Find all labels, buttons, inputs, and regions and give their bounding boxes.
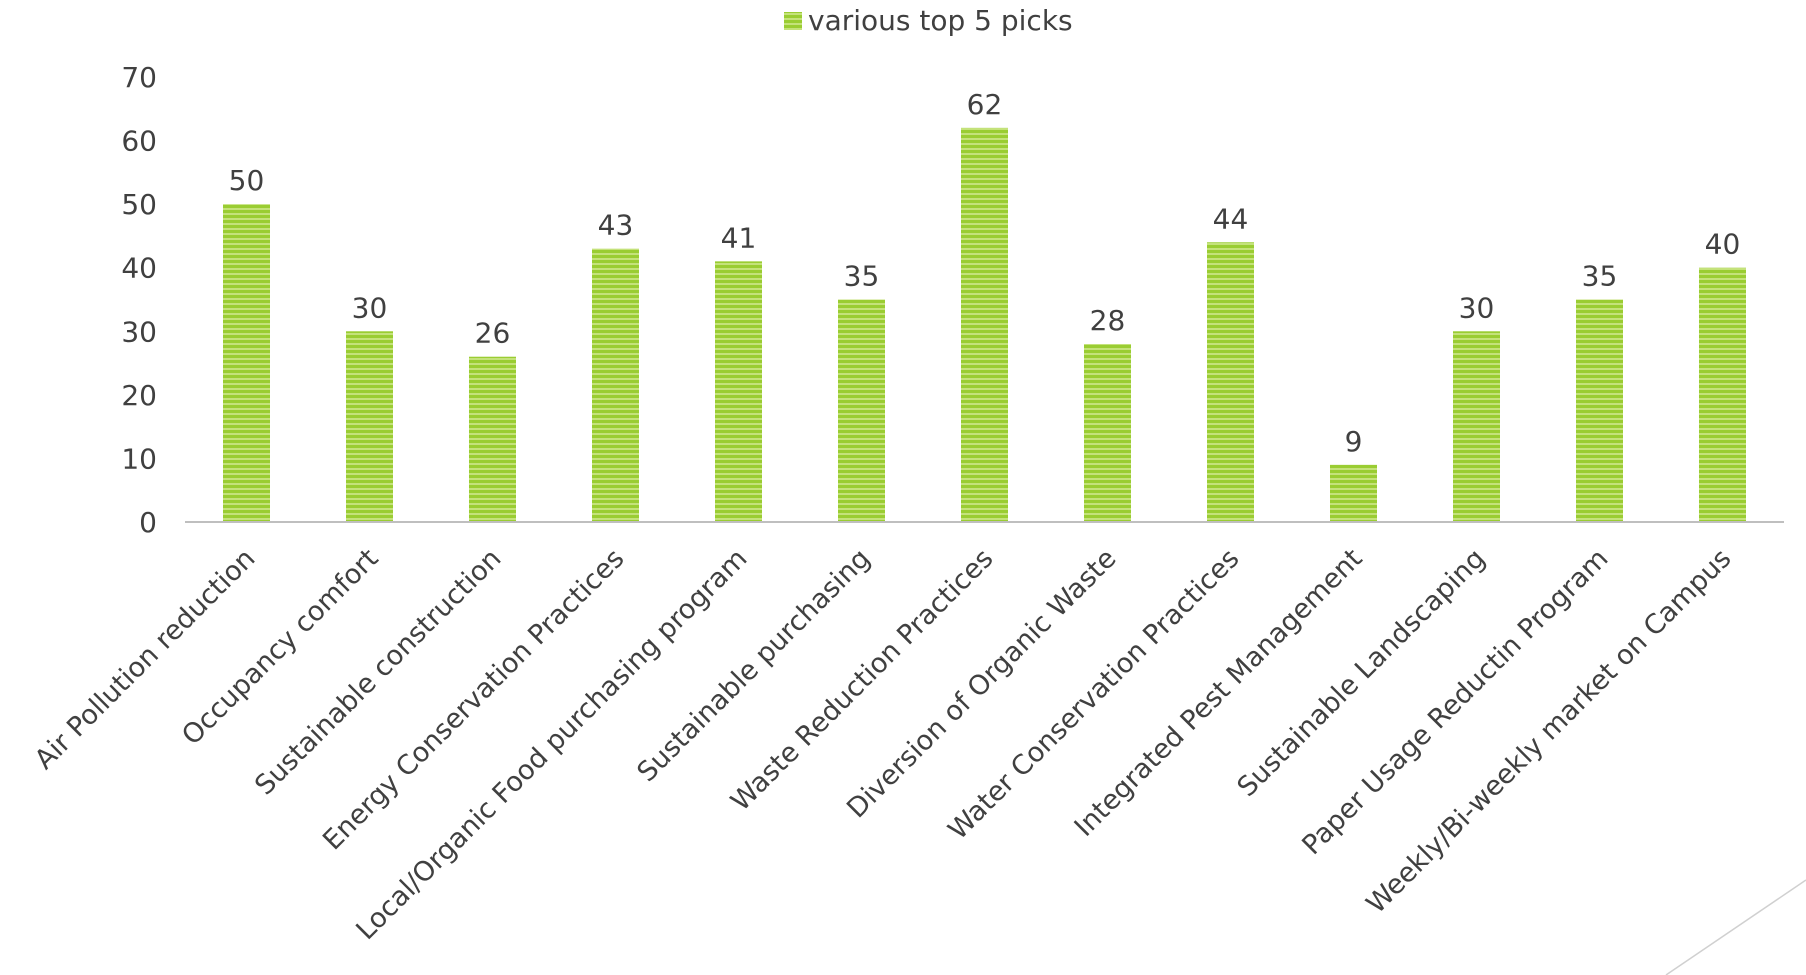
y-tick-label: 50 [121, 188, 157, 221]
x-tick-label: Sustainable Landscaping [1231, 543, 1491, 803]
bar [592, 248, 639, 522]
y-tick-label: 10 [121, 442, 157, 475]
data-label: 43 [598, 209, 634, 242]
data-label: 35 [1582, 260, 1618, 293]
bar [1084, 344, 1131, 522]
y-axis: 0 10 20 30 40 50 60 70 [121, 61, 157, 539]
bar [1576, 299, 1623, 522]
x-tick-label: Sustainable construction [249, 543, 507, 801]
data-label: 26 [475, 317, 511, 350]
y-tick-label: 60 [121, 125, 157, 158]
data-label: 50 [229, 164, 265, 197]
data-label: 41 [721, 221, 757, 254]
bar [223, 204, 270, 522]
y-tick-label: 30 [121, 315, 157, 348]
data-label: 28 [1090, 304, 1126, 337]
chart-legend: various top 5 picks [784, 4, 1073, 37]
bar [1699, 267, 1746, 522]
data-label: 30 [1459, 291, 1495, 324]
bar [1207, 242, 1254, 523]
bar [961, 127, 1008, 522]
bar [838, 299, 885, 522]
bar [346, 331, 393, 522]
legend-label: various top 5 picks [808, 4, 1073, 37]
bar [1453, 331, 1500, 522]
decorative-corner-line [1665, 879, 1806, 975]
data-label: 44 [1213, 202, 1249, 235]
data-label: 35 [844, 260, 880, 293]
data-label: 40 [1705, 228, 1741, 261]
y-tick-label: 40 [121, 252, 157, 285]
legend-swatch [784, 12, 802, 30]
data-label: 9 [1345, 425, 1363, 458]
x-tick-label: Sustainable purchasing [631, 543, 876, 788]
x-tick-label: Air Pollution reduction [29, 543, 262, 776]
y-tick-label: 70 [121, 61, 157, 94]
bar-series [223, 127, 1746, 523]
data-labels: 50 30 26 43 41 35 62 28 44 9 30 35 40 [229, 88, 1741, 458]
y-tick-label: 20 [121, 379, 157, 412]
y-tick-label: 0 [139, 506, 157, 539]
data-label: 62 [967, 88, 1003, 121]
bar [715, 261, 762, 522]
data-label: 30 [352, 291, 388, 324]
bar [1330, 464, 1377, 522]
x-tick-label: Diversion of Organic Waste [841, 543, 1122, 824]
bar [469, 356, 516, 522]
x-tick-label: Waste Reduction Practices [725, 543, 999, 817]
